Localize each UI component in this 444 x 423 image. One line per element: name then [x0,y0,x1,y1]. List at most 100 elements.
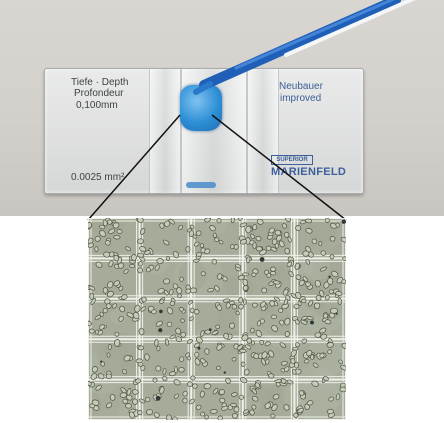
debris [335,312,338,315]
cell [301,338,308,344]
cell [204,348,210,355]
cell [320,250,327,256]
cell [303,359,310,364]
cell [118,316,124,322]
cell [287,236,292,243]
cell [137,345,145,351]
cell [153,412,160,418]
cell [190,375,196,381]
cell [139,246,147,252]
cell [255,246,263,252]
cell [304,403,310,410]
cell [319,352,325,359]
cell [164,338,170,346]
cell [253,353,260,360]
cell [112,222,120,229]
cell [200,271,206,277]
cell [165,255,171,261]
slide-channel-left [149,69,181,193]
cell [204,218,211,223]
cell [264,341,271,347]
cell [268,373,275,379]
cell [215,365,221,371]
cell [238,296,244,304]
cell [138,261,143,267]
cell [250,233,255,239]
cell [295,225,302,232]
cell [94,314,102,320]
cell [293,412,299,418]
cell [308,299,314,307]
cell [230,218,235,224]
cell [216,218,222,224]
cell [94,329,99,335]
cell [265,245,272,251]
cell [174,366,178,374]
slide-depth-label: Tiefe · Depth [71,77,129,88]
cell [151,309,157,315]
cell [294,319,300,325]
cell [282,288,289,296]
superior-logo: SUPERIOR [271,155,313,165]
cell [246,337,252,344]
cell [193,342,201,348]
cell [137,218,144,224]
cell [340,236,346,243]
cell [271,325,279,332]
cell [323,376,329,382]
cell [298,390,305,396]
cell [95,384,102,391]
cell [169,300,175,306]
cell [324,319,332,325]
cell [259,318,265,324]
cell [326,342,334,348]
cell [231,413,238,419]
cell [298,279,305,286]
cell [121,294,128,300]
cell [238,274,245,281]
cell [294,262,300,270]
cell [90,373,98,380]
cell [293,303,300,309]
cell [329,254,335,260]
cell [166,414,172,420]
cell [188,398,195,405]
cell [88,221,92,229]
cell [113,280,120,287]
cell [283,231,290,238]
cell [235,310,240,316]
cell [250,327,255,334]
cell [315,294,322,302]
cell [89,292,95,300]
cell [136,252,145,258]
cell [216,273,223,280]
cell [235,263,242,269]
cell [155,365,162,372]
cell [173,379,181,386]
cell [261,358,266,366]
cell [185,352,191,358]
cell [109,251,115,258]
cell [89,403,96,409]
debris [223,371,226,374]
cell [187,381,193,388]
cell [212,387,219,395]
cell [261,287,268,294]
cell [314,332,322,338]
cell [116,228,123,234]
cell [106,352,111,358]
cell [125,246,131,252]
cell [185,246,191,253]
cell [99,224,106,230]
cell [108,228,116,235]
cell [335,222,340,228]
cell [123,268,129,275]
cell [118,285,124,291]
cell [236,344,244,351]
cell [238,303,244,310]
cell [341,279,346,285]
cell [323,313,328,319]
cell [270,266,277,272]
cell [284,366,290,373]
cell [259,249,267,256]
